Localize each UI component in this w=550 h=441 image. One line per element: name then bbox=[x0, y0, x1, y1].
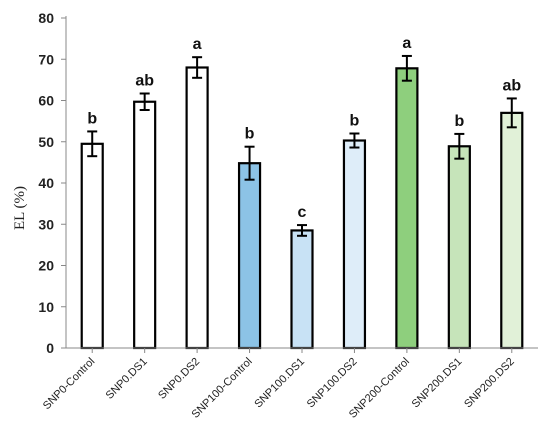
x-tick-label: SNP100.DS2 bbox=[305, 356, 360, 411]
bar-snp200-ds2 bbox=[500, 111, 524, 350]
y-axis-title: EL (%) bbox=[12, 186, 28, 230]
significance-label: b bbox=[245, 126, 255, 143]
y-tick-label: 10 bbox=[38, 299, 54, 315]
y-tick-label: 70 bbox=[38, 51, 54, 67]
x-tick-label: SNP200.DS2 bbox=[462, 356, 517, 411]
bar-snp200-control bbox=[395, 67, 419, 350]
x-tick-label: SNP100.DS1 bbox=[252, 356, 307, 411]
y-tick-label: 60 bbox=[38, 93, 54, 109]
significance-label: b bbox=[87, 110, 97, 127]
y-tick-label: 40 bbox=[38, 175, 54, 191]
significance-label: ab bbox=[135, 72, 154, 89]
y-tick-label: 50 bbox=[38, 134, 54, 150]
significance-label: b bbox=[350, 113, 360, 130]
bar-snp0-control bbox=[80, 142, 104, 350]
bar-snp100-ds1 bbox=[290, 229, 314, 350]
bar-snp100-control bbox=[237, 162, 262, 350]
x-tick-label: SNP0.DS1 bbox=[104, 356, 150, 402]
significance-label: c bbox=[298, 204, 307, 221]
y-tick-label: 20 bbox=[38, 258, 54, 274]
significance-label: b bbox=[454, 113, 464, 130]
significance-label: a bbox=[193, 36, 202, 53]
x-axis: SNP0-Control SNP0.DS1 SNP0.DS2SNP100-Contr… bbox=[41, 347, 538, 421]
bar-snp0-ds1 bbox=[133, 100, 157, 350]
significance-label: a bbox=[402, 35, 411, 52]
bar-snp200-ds1 bbox=[447, 145, 471, 350]
x-tick-label: SNP0.DS2 bbox=[156, 356, 202, 402]
bar-snp100-ds2 bbox=[342, 139, 367, 350]
x-tick-label: SNP0-Control bbox=[41, 356, 97, 412]
significance-label: ab bbox=[502, 77, 521, 94]
y-axis: 0 10 20 30 40 50 60 70 80 bbox=[38, 10, 67, 356]
y-tick-label: 80 bbox=[38, 10, 54, 26]
y-tick-label: 30 bbox=[38, 216, 54, 232]
bar-snp0-ds2 bbox=[185, 66, 209, 350]
x-tick-label: SNP200.DS1 bbox=[410, 356, 465, 411]
y-tick-label: 0 bbox=[46, 340, 54, 356]
